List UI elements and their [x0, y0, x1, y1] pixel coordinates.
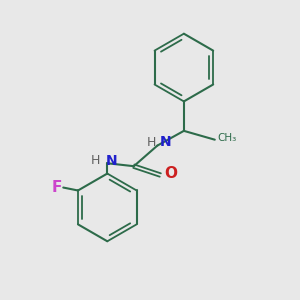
Text: CH₃: CH₃ [218, 133, 237, 143]
Text: O: O [165, 166, 178, 181]
Text: H: H [91, 154, 100, 167]
Text: N: N [160, 135, 171, 149]
Text: N: N [106, 154, 118, 168]
Text: F: F [51, 180, 62, 195]
Text: H: H [146, 136, 156, 148]
